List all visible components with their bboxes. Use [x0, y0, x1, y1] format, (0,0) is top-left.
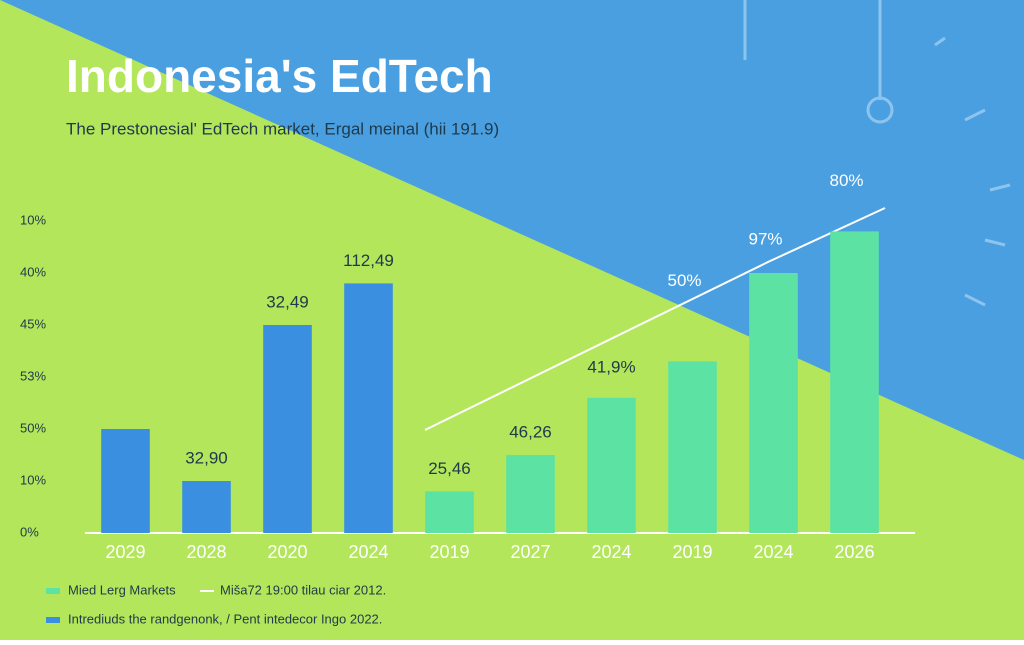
bar — [749, 273, 798, 533]
annotation: 41,9% — [587, 357, 635, 376]
legend-swatch — [46, 588, 60, 594]
bar — [263, 325, 312, 533]
x-tick-label: 2027 — [510, 542, 550, 562]
x-tick-label: 2026 — [834, 542, 874, 562]
bar — [344, 283, 393, 533]
x-tick-label: 2019 — [672, 542, 712, 562]
bar — [101, 429, 150, 533]
y-tick-label: 10% — [20, 212, 46, 227]
bar — [506, 455, 555, 533]
bar — [587, 397, 636, 533]
annotation: 80% — [829, 171, 863, 190]
y-tick-label: 40% — [20, 264, 46, 279]
legend-label: Intrediuds the randgenonk, / Pent intede… — [68, 611, 382, 626]
x-tick-label: 2020 — [267, 542, 307, 562]
y-tick-label: 53% — [20, 368, 46, 383]
chart-subtitle: The Prestonesial' EdTech market, Ergal m… — [66, 119, 499, 138]
decoration — [743, 0, 1011, 307]
legend-label: Mied Lerg Markets — [68, 582, 176, 597]
x-tick-label: 2024 — [591, 542, 631, 562]
annotation: 25,46 — [428, 459, 471, 478]
x-tick-label: 2019 — [429, 542, 469, 562]
y-tick-label: 10% — [20, 472, 46, 487]
y-tick-label: 45% — [20, 316, 46, 331]
legend-swatch — [46, 617, 60, 623]
y-tick-label: 50% — [20, 420, 46, 435]
annotation: 97% — [748, 229, 782, 248]
annotation: 32,49 — [266, 292, 309, 311]
x-tick-label: 2028 — [186, 542, 226, 562]
annotation: 46,26 — [509, 422, 552, 441]
legend-label: Miša72 19:00 tilau ciar 2012. — [220, 582, 386, 597]
bar — [668, 361, 717, 533]
bar — [425, 491, 474, 533]
chart-title: Indonesia's EdTech — [66, 50, 493, 102]
bar — [182, 481, 231, 533]
x-tick-label: 2029 — [105, 542, 145, 562]
y-tick-label: 0% — [20, 524, 39, 539]
annotation: 32,90 — [185, 448, 228, 467]
x-tick-label: 2024 — [348, 542, 388, 562]
annotation: 50% — [667, 271, 701, 290]
x-tick-label: 2024 — [753, 542, 793, 562]
annotation: 112,49 — [343, 251, 394, 270]
bar — [830, 231, 879, 533]
trend-line — [424, 207, 886, 431]
